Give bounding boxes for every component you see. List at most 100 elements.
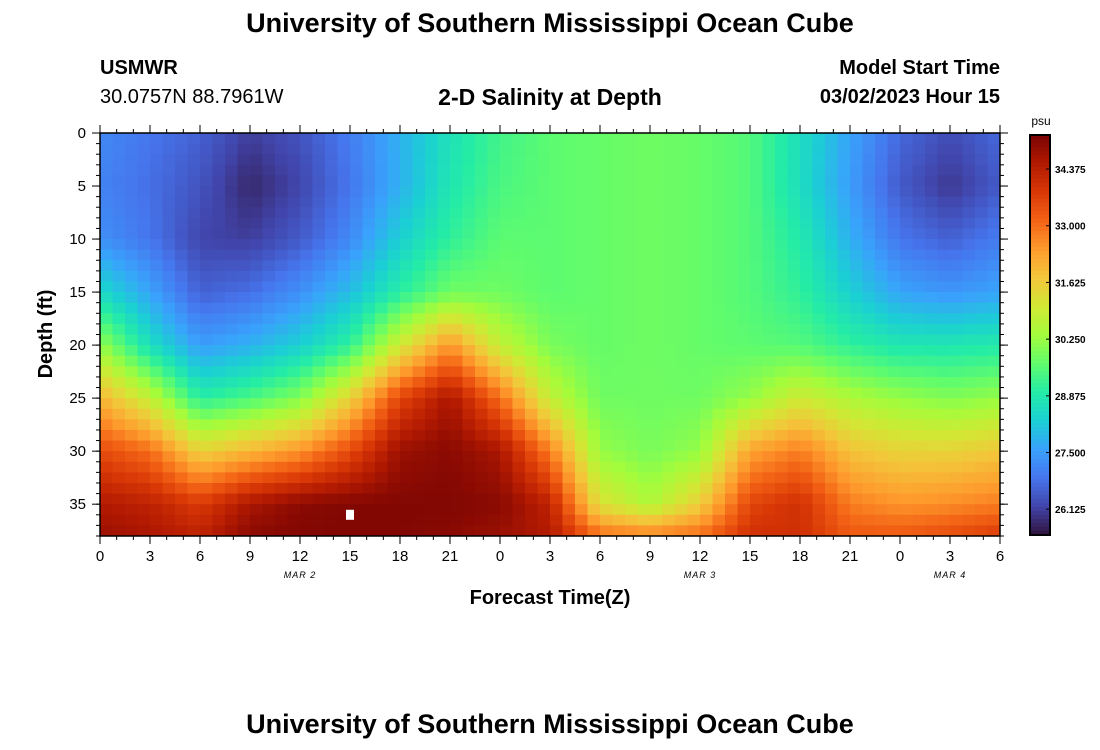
heatmap-cell [100, 292, 114, 304]
heatmap-cell [825, 143, 839, 155]
colorbar-segment [1030, 239, 1050, 244]
heatmap-cell [612, 504, 626, 516]
heatmap-cell [575, 419, 589, 431]
heatmap-cell [425, 281, 439, 293]
heatmap-cell [237, 429, 251, 442]
heatmap-cell [375, 196, 389, 208]
heatmap-cell [600, 313, 614, 325]
heatmap-cell [887, 313, 901, 325]
heatmap-cell [262, 260, 276, 272]
heatmap-cell [562, 228, 576, 240]
heatmap-cell [437, 249, 451, 261]
heatmap-cell [875, 175, 889, 187]
heatmap-cell [825, 302, 839, 314]
colorbar-segment [1030, 223, 1050, 228]
heatmap-cell [712, 154, 726, 166]
heatmap-cell [800, 493, 814, 505]
heatmap-cell [525, 302, 539, 314]
heatmap-cell [587, 345, 601, 357]
heatmap-cell [700, 408, 714, 420]
heatmap-cell [562, 186, 576, 198]
heatmap-cell [387, 164, 401, 177]
heatmap-cell [262, 175, 276, 187]
heatmap-cell [675, 525, 689, 536]
heatmap-cell [762, 472, 776, 484]
heatmap-cell [450, 239, 464, 251]
heatmap-cell [287, 355, 301, 367]
heatmap-cell [612, 345, 626, 357]
heatmap-cell [312, 175, 326, 187]
heatmap-cell [462, 196, 476, 208]
heatmap-cell [237, 493, 251, 505]
heatmap-cell [425, 217, 439, 230]
heatmap-cell [625, 440, 639, 452]
heatmap-cell [325, 292, 339, 304]
heatmap-cell [800, 207, 814, 219]
heatmap-cell [312, 493, 326, 505]
heatmap-cell [212, 270, 226, 283]
heatmap-cell [750, 260, 764, 272]
heatmap-cell [587, 143, 601, 155]
heatmap-cell [487, 217, 501, 230]
heatmap-cell [762, 292, 776, 304]
heatmap-cell [725, 376, 739, 389]
colorbar-frame [1029, 134, 1051, 536]
heatmap-cell [475, 196, 489, 208]
heatmap-cell [862, 461, 876, 473]
colorbar-segment [1030, 311, 1050, 316]
heatmap-cell [425, 164, 439, 177]
heatmap-cell [262, 217, 276, 230]
heatmap-cell [550, 281, 564, 293]
heatmap-cell [412, 228, 426, 240]
heatmap-cell [725, 366, 739, 378]
heatmap-cell [687, 228, 701, 240]
heatmap-cell [962, 345, 976, 357]
heatmap-cell [850, 260, 864, 272]
heatmap-cell [950, 133, 964, 145]
heatmap-cell [150, 408, 164, 420]
heatmap-cell [775, 472, 789, 484]
heatmap-cell [862, 451, 876, 463]
heatmap-cell [962, 239, 976, 251]
heatmap-cell [687, 313, 701, 325]
heatmap-cell [475, 164, 489, 177]
heatmap-cell [825, 451, 839, 463]
heatmap-cell [612, 196, 626, 208]
heatmap-cell [925, 154, 939, 166]
heatmap-cell [250, 525, 264, 536]
heatmap-cell [100, 376, 114, 389]
heatmap-cell [937, 419, 951, 431]
heatmap-cell [650, 472, 664, 484]
heatmap-cell [237, 249, 251, 261]
heatmap-cell [237, 292, 251, 304]
heatmap-cell [750, 186, 764, 198]
heatmap-cell [462, 408, 476, 420]
heatmap-cell [837, 260, 851, 272]
x-tick-label: 6 [596, 548, 604, 565]
heatmap-cell [325, 493, 339, 505]
heatmap-cell [687, 270, 701, 283]
heatmap-cell [587, 154, 601, 166]
heatmap-cell [412, 207, 426, 219]
heatmap-cell [700, 345, 714, 357]
heatmap-cell [837, 451, 851, 463]
heatmap-cell [487, 355, 501, 367]
heatmap-cell [587, 207, 601, 219]
heatmap-cell [162, 345, 176, 357]
heatmap-cell [262, 419, 276, 431]
heatmap-cell [962, 419, 976, 431]
heatmap-cell [350, 281, 364, 293]
heatmap-cell [587, 355, 601, 367]
heatmap-cell [337, 451, 351, 463]
heatmap-cell [162, 143, 176, 155]
heatmap-cell [387, 143, 401, 155]
heatmap-cell [575, 440, 589, 452]
heatmap-cell [237, 408, 251, 420]
heatmap-cell [825, 408, 839, 420]
heatmap-cell [675, 504, 689, 516]
heatmap-cell [462, 398, 476, 410]
heatmap-cell [625, 313, 639, 325]
heatmap-cell [612, 387, 626, 399]
heatmap-cell [850, 217, 864, 230]
heatmap-cell [350, 186, 364, 198]
